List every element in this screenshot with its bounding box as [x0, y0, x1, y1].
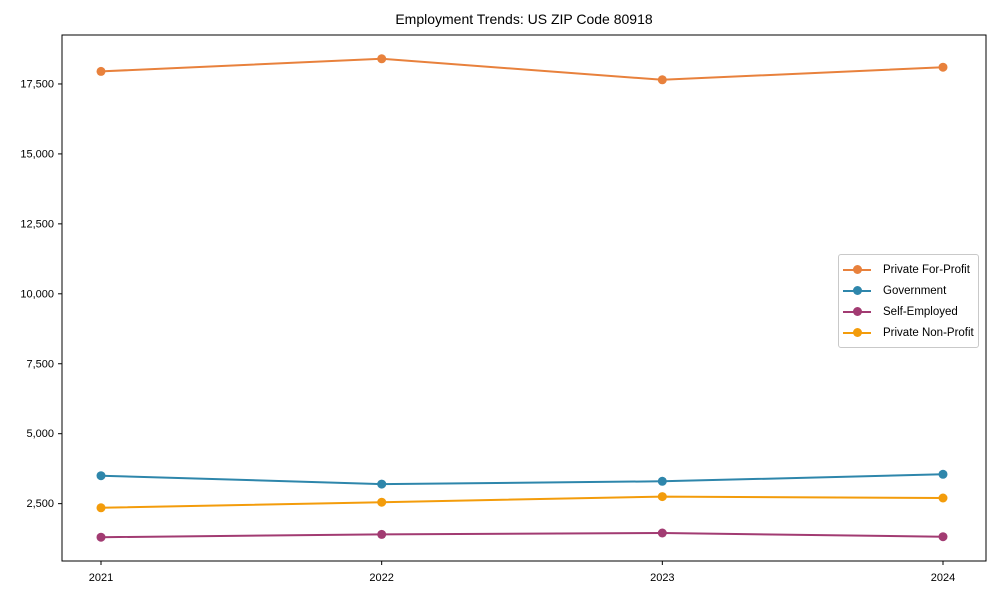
data-point-marker: [657, 75, 667, 85]
data-point-marker: [96, 532, 106, 542]
x-tick-label: 2023: [650, 572, 674, 584]
y-tick-label: 12,500: [20, 218, 54, 230]
data-point-marker: [377, 479, 387, 489]
data-point-marker: [657, 528, 667, 538]
series-line: [100, 57, 944, 81]
series-line: [100, 495, 944, 509]
legend-item: Government: [843, 280, 973, 301]
series-line: [100, 473, 944, 486]
chart-title: Employment Trends: US ZIP Code 80918: [395, 11, 653, 27]
data-point-marker: [657, 492, 667, 502]
legend-swatch-dot: [852, 265, 862, 274]
series-private-for-profit: [96, 54, 948, 85]
legend-item: Private For-Profit: [843, 259, 973, 280]
legend: Private For-Profit Government Self-Employe…: [838, 254, 979, 348]
y-tick-label: 10,000: [20, 288, 54, 300]
series-private-non-profit: [96, 492, 948, 513]
legend-label: Government: [883, 284, 947, 297]
legend-item: Self-Employed: [843, 301, 973, 322]
series-government: [96, 469, 948, 489]
legend-line-marker-swatch: [843, 286, 871, 296]
data-point-marker: [938, 532, 948, 542]
y-tick-label: 17,500: [20, 78, 54, 90]
data-point-marker: [938, 469, 948, 479]
data-point-marker: [377, 497, 387, 507]
data-point-marker: [938, 62, 948, 72]
legend-swatch-dot: [852, 328, 862, 337]
y-tick-label: 2,500: [26, 498, 54, 510]
legend-label: Private For-Profit: [883, 263, 970, 276]
data-point-marker: [377, 54, 387, 64]
x-tick-label: 2022: [369, 572, 393, 584]
legend-label: Self-Employed: [883, 305, 958, 318]
x-axis: 2021 2022 2023 2024: [89, 561, 955, 584]
axes-spines: [61, 34, 987, 562]
legend-line-marker-swatch: [843, 328, 871, 338]
y-tick-label: 7,500: [26, 358, 54, 370]
y-tick-label: 15,000: [20, 148, 54, 160]
data-point-marker: [96, 503, 106, 513]
legend-line-marker-swatch: [843, 265, 871, 275]
legend-label: Private Non-Profit: [883, 326, 974, 339]
legend-item: Private Non-Profit: [843, 322, 974, 343]
series-self-employed: [96, 528, 948, 542]
series-line: [100, 531, 944, 539]
data-point-marker: [657, 476, 667, 486]
legend-line-marker-swatch: [843, 307, 871, 317]
x-tick-label: 2021: [89, 572, 113, 584]
data-point-marker: [96, 66, 106, 76]
data-point-marker: [938, 493, 948, 503]
data-point-marker: [96, 471, 106, 481]
y-tick-label: 5,000: [26, 428, 54, 440]
data-point-marker: [377, 529, 387, 539]
legend-swatch-dot: [852, 286, 862, 295]
legend-swatch-dot: [852, 307, 862, 316]
y-axis: 2,500 5,000 7,500 10,000 12,500 15,000 17,500: [20, 78, 62, 510]
x-tick-label: 2024: [931, 572, 955, 584]
